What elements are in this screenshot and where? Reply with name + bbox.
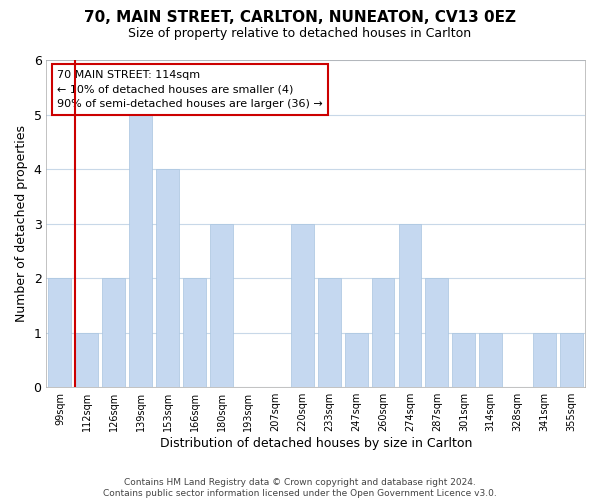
Bar xyxy=(156,169,179,387)
Bar xyxy=(425,278,448,387)
Text: Contains HM Land Registry data © Crown copyright and database right 2024.
Contai: Contains HM Land Registry data © Crown c… xyxy=(103,478,497,498)
Bar xyxy=(479,332,502,387)
X-axis label: Distribution of detached houses by size in Carlton: Distribution of detached houses by size … xyxy=(160,437,472,450)
Y-axis label: Number of detached properties: Number of detached properties xyxy=(15,125,28,322)
Bar xyxy=(560,332,583,387)
Bar xyxy=(291,224,314,387)
Bar xyxy=(102,278,125,387)
Bar xyxy=(129,114,152,387)
Bar xyxy=(344,332,368,387)
Bar xyxy=(318,278,341,387)
Bar xyxy=(210,224,233,387)
Text: Size of property relative to detached houses in Carlton: Size of property relative to detached ho… xyxy=(128,28,472,40)
Bar xyxy=(452,332,475,387)
Bar xyxy=(371,278,394,387)
Bar xyxy=(398,224,421,387)
Bar xyxy=(49,278,71,387)
Bar xyxy=(533,332,556,387)
Text: 70 MAIN STREET: 114sqm
← 10% of detached houses are smaller (4)
90% of semi-deta: 70 MAIN STREET: 114sqm ← 10% of detached… xyxy=(57,70,323,110)
Bar xyxy=(183,278,206,387)
Bar xyxy=(76,332,98,387)
Text: 70, MAIN STREET, CARLTON, NUNEATON, CV13 0EZ: 70, MAIN STREET, CARLTON, NUNEATON, CV13… xyxy=(84,10,516,25)
